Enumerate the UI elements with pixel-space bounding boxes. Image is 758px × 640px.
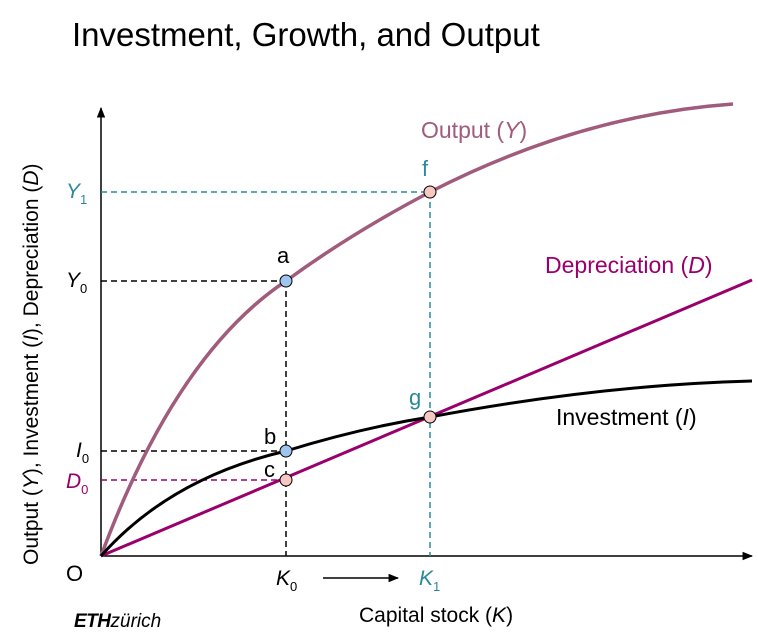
logo-zurich: zürich — [110, 611, 162, 632]
depreciation-curve-label: Depreciation (D) — [545, 252, 712, 278]
point-g-marker — [423, 410, 437, 424]
point-f-marker — [423, 185, 437, 199]
point-f-label: f — [422, 156, 429, 181]
eth-zurich-logo: ETHzürich — [74, 611, 161, 633]
d0-tick-label: D0 — [66, 470, 88, 497]
point-b-label: b — [264, 424, 276, 449]
investment-curve-label: Investment (I) — [556, 404, 697, 430]
output-curve — [99, 102, 734, 557]
x-axis-title: Capital stock (K) — [359, 604, 513, 627]
point-a-marker — [279, 274, 293, 288]
y-axis-title: Output (Y), Investment (I), Depreciation… — [20, 164, 43, 566]
page-title: Investment, Growth, and Output — [72, 16, 540, 53]
i0-tick-label: I0 — [76, 439, 89, 466]
point-c-marker — [279, 473, 293, 487]
k1-tick-label: K1 — [419, 567, 440, 594]
k0-tick-label: K0 — [276, 567, 297, 594]
investment-curve — [99, 379, 753, 557]
origin-label: O — [66, 561, 83, 586]
output-curve-label: Output (Y) — [421, 117, 527, 143]
point-c-label: c — [264, 457, 275, 482]
point-g-label: g — [409, 385, 421, 410]
logo-eth: ETH — [74, 611, 111, 632]
y0-tick-label: Y0 — [66, 269, 87, 296]
point-a-label: a — [277, 243, 290, 268]
point-b-marker — [279, 444, 293, 458]
y1-tick-label: Y1 — [66, 180, 87, 207]
